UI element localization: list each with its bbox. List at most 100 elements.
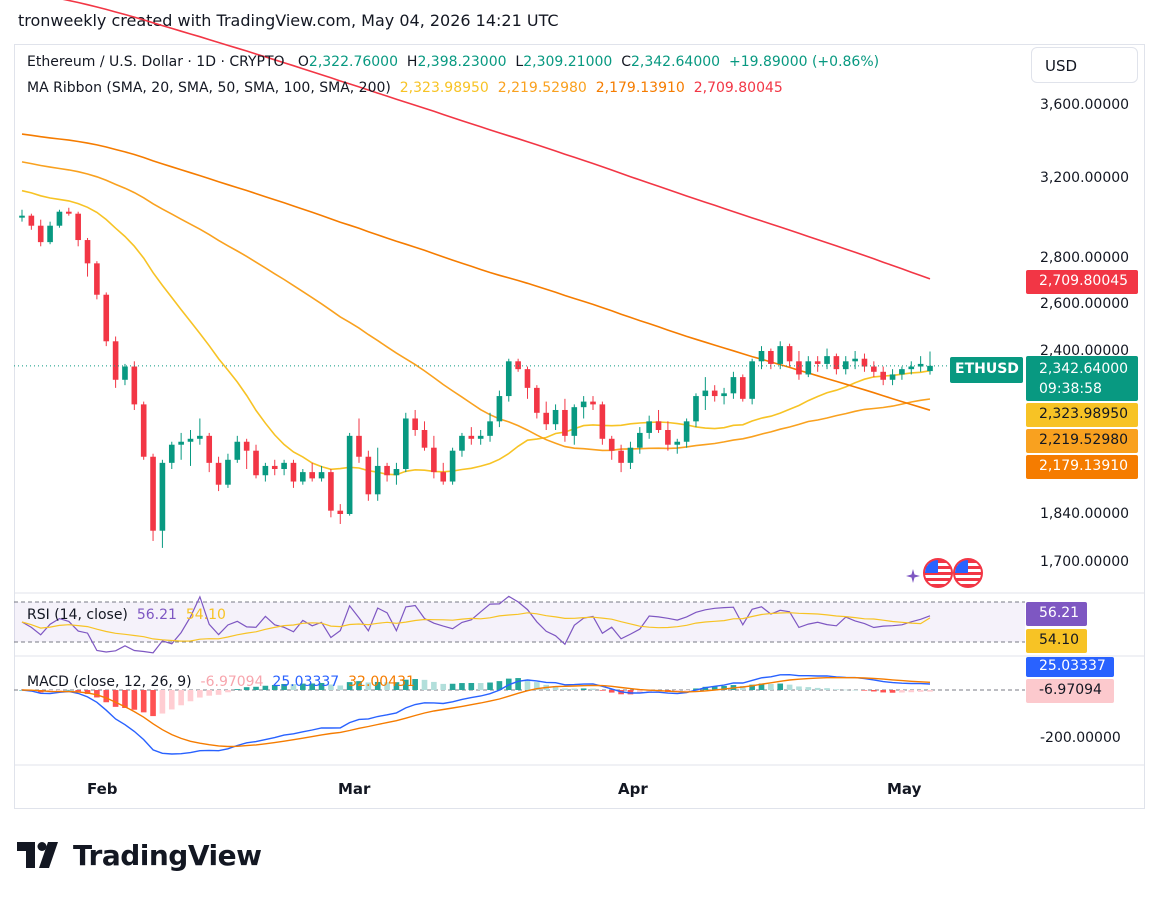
last-price-value: 2,342.64000 [1039,361,1129,377]
macd-histogram-bar [711,686,718,690]
macd-hist-value: -6.97094 [200,674,264,690]
rsi-title[interactable]: RSI (14, close) [27,607,128,623]
macd-histogram-bar [243,687,250,690]
time-axis-label-feb: Feb [87,780,118,798]
macd-histogram-bar [768,683,774,690]
candle-body [534,387,540,413]
macd-histogram-bar [524,679,531,690]
candle-body [215,462,222,485]
macd-histogram-bar [871,690,877,692]
macd-histogram-bar [590,688,596,690]
tradingview-logo-icon [17,842,58,868]
candle-body [122,366,128,380]
candle-body [805,361,812,375]
macd-histogram-bar [206,690,213,696]
chart-grid [14,592,1145,766]
candle-body [225,459,231,485]
change-value: +19.89000 (+0.86%) [728,54,880,70]
ma-legend: MA Ribbon (SMA, 20, SMA, 50, SMA, 100, S… [27,80,783,96]
macd-histogram-bar [402,679,409,690]
candle-body [496,396,503,422]
candle-body [28,215,35,226]
candle-body [711,390,718,397]
macd-pane [14,673,1025,755]
rsi-ma-price-tag: 54.10 [1026,629,1087,653]
candle-body [814,361,821,364]
sma20-value: 2,323.98950 [399,80,489,96]
macd-histogram-bar [346,682,353,690]
macd-histogram-bar [824,688,830,690]
macd-histogram-bar [225,690,231,693]
candle-body [112,341,119,380]
price-axis-label: 2,800.00000 [1040,250,1130,266]
candle-body [318,472,325,479]
candle-body [758,351,765,362]
macd-histogram-bar [515,678,521,690]
macd-histogram-bar [571,688,578,690]
macd-histogram-bar [852,689,858,691]
macd-histogram-bar [646,690,652,693]
macd-histogram-bar [112,690,119,707]
sma100-price-tag: 2,179.13910 [1026,455,1138,479]
macd-histogram-bar [899,690,905,693]
macd-title[interactable]: MACD (close, 12, 26, 9) [27,674,192,690]
candle-body [356,435,362,457]
macd-histogram-bar [234,689,241,690]
candle-body [730,377,737,394]
macd-histogram-bar [131,690,138,710]
bar-countdown: 09:38:58 [1039,381,1102,397]
time-axis-label-apr: Apr [618,780,648,798]
macd-histogram-bar [580,688,587,690]
candle-body [796,361,802,375]
sma200-line [62,0,931,280]
candle-body [374,465,381,495]
us-flag-event-icon[interactable] [953,558,983,588]
rsi-ma-value: 54.10 [185,607,226,623]
symbol-title[interactable]: Ethereum / U.S. Dollar · 1D · CRYPTO [27,54,285,70]
candle-body [290,462,297,482]
candle-body [206,435,213,463]
candle-body [637,432,643,448]
candle-body [608,438,615,451]
price-axis-label: 3,200.00000 [1040,170,1130,186]
candle-body [178,441,184,445]
candle-body [786,346,793,362]
candle-body [749,361,755,399]
candle-body [281,462,287,470]
candle-body [889,374,896,380]
candle-body [777,346,784,364]
ma-title[interactable]: MA Ribbon (SMA, 20, SMA, 50, SMA, 100, S… [27,80,391,96]
candle-body [197,435,203,439]
macd-histogram-bar [477,683,484,690]
macd-histogram-bar [459,683,465,690]
candle-body [131,366,138,405]
macd-histogram-bar [421,679,428,690]
macd-histogram-bar [384,682,390,690]
close-label: C [621,54,631,70]
open-label: O [297,54,309,70]
high-label: H [406,54,418,70]
us-flag-event-icon[interactable] [923,558,953,588]
tradingview-logo: TradingView [17,838,262,872]
candle-body [75,213,81,241]
candle-body [880,371,887,380]
candle-body [505,361,512,397]
macd-histogram-bar [927,690,933,692]
macd-histogram-bar [412,679,418,690]
macd-histogram-bar [449,683,456,690]
macd-histogram-bar [337,685,344,690]
price-axis-label: 2,600.00000 [1040,296,1130,312]
candle-body [187,438,194,442]
candle-body [393,469,400,476]
candle-body [402,418,409,470]
sma50-price-tag: 2,219.52980 [1026,429,1138,453]
candle-body [515,361,521,370]
candle-body [37,225,44,243]
chart-frame [14,44,1145,809]
currency-button[interactable]: USD [1031,47,1138,83]
candle-body [524,369,531,388]
macd-histogram-bar [777,683,784,690]
high-value: 2,398.23000 [417,54,507,70]
candle-body [824,356,830,364]
